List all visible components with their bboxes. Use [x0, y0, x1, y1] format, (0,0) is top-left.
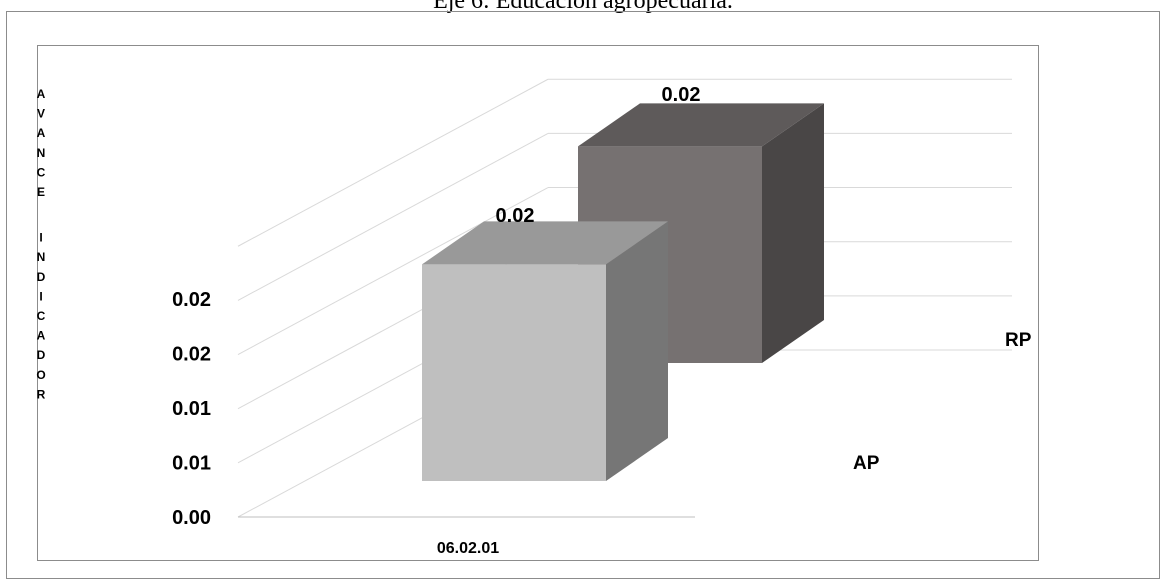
bar-top-face	[578, 103, 824, 147]
gridline-diagonal	[237, 187, 549, 355]
bar-rp	[578, 103, 824, 364]
y-axis-label-letter: R	[37, 387, 46, 401]
data-label-ap: 0.02	[496, 205, 535, 227]
plot-area	[37, 45, 1039, 561]
y-axis-label-letter: C	[37, 309, 46, 323]
y-axis-label-letter: I	[39, 289, 42, 303]
bar-front-face	[422, 264, 606, 481]
bars	[422, 103, 824, 481]
y-axis-label-letter: D	[37, 270, 46, 284]
labels: 0.02 RP 0.02 AP 06.02.01	[437, 84, 1032, 557]
y-axis-ticks: 0.00 0.01 0.01 0.02 0.02	[172, 289, 211, 529]
y-tick-label: 0.01	[172, 398, 211, 420]
category-label: 06.02.01	[437, 540, 499, 557]
y-axis-label-letter: V	[37, 107, 45, 121]
bar-side-face	[762, 103, 824, 364]
y-axis-label-letter: D	[37, 348, 46, 362]
y-tick-label: 0.02	[172, 344, 211, 366]
data-label-rp: 0.02	[662, 84, 701, 106]
gridline-diagonal	[237, 78, 549, 247]
y-tick-label: 0.01	[172, 453, 211, 475]
y-tick-label: 0.02	[172, 289, 211, 311]
y-axis-label-letter: N	[37, 146, 46, 160]
y-axis-label-letter: A	[37, 87, 46, 101]
y-axis-label-letter: A	[37, 126, 46, 140]
y-axis-label-letter: O	[36, 368, 45, 382]
gridline-diagonal	[237, 132, 549, 301]
y-axis-label-letter: A	[37, 329, 46, 343]
y-axis-label-letter: C	[37, 165, 46, 179]
bar-side-face	[606, 221, 668, 481]
y-axis-label-letter: I	[39, 231, 42, 245]
series-label-rp: RP	[1005, 330, 1032, 351]
y-axis-label-letter: N	[37, 250, 46, 264]
bar-ap	[422, 221, 668, 481]
series-label-ap: AP	[853, 453, 880, 474]
chart-title: Eje 6: Educación agropecuaria.	[433, 0, 733, 14]
bar-top-face	[422, 221, 668, 265]
chart-frame	[6, 11, 1160, 579]
y-axis-label-letter: E	[37, 185, 45, 199]
y-tick-label: 0.00	[172, 507, 211, 529]
